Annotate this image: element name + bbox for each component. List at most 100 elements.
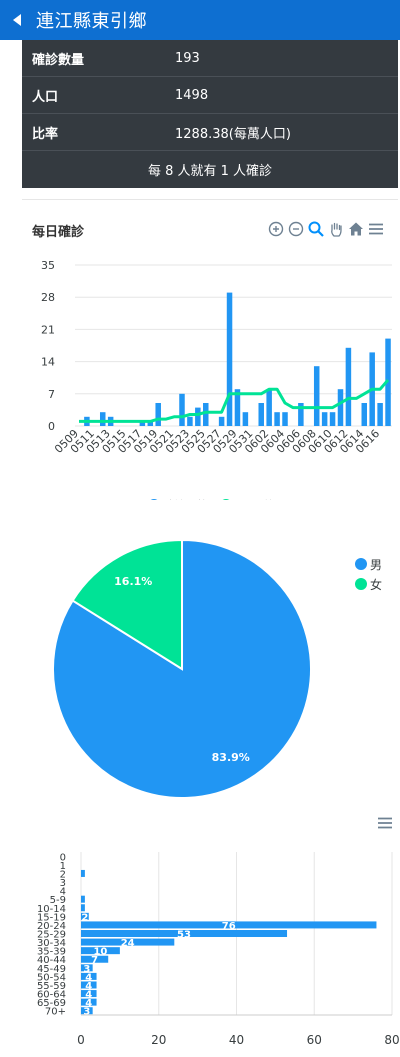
- y-tick-label: 21: [41, 323, 55, 336]
- bar-data-label: 3: [83, 964, 90, 975]
- page-title: 連江縣東引鄉: [36, 11, 147, 32]
- daily-bar[interactable]: [139, 421, 146, 426]
- daily-bar[interactable]: [99, 412, 106, 426]
- x-tick-label: 20: [151, 1033, 166, 1047]
- stat-summary: 每 8 人就有 1 人確診: [147, 164, 273, 179]
- bar-data-label: 76: [222, 921, 236, 932]
- stat-label: 人口: [32, 89, 59, 105]
- daily-bar[interactable]: [187, 416, 193, 426]
- daily-bar[interactable]: [226, 292, 233, 426]
- y-tick-label: 45-49: [37, 964, 66, 975]
- age-bar[interactable]: [81, 964, 93, 972]
- daily-bar[interactable]: [242, 412, 249, 426]
- pie-slice[interactable]: [71, 538, 183, 671]
- daily-bar[interactable]: [337, 389, 344, 426]
- y-tick-label: 0: [48, 420, 55, 433]
- legend-marker: [355, 558, 367, 570]
- daily-bar[interactable]: [313, 366, 320, 426]
- daily-bar[interactable]: [218, 416, 225, 426]
- legend-label[interactable]: 7日平均: [235, 499, 275, 500]
- age-bar[interactable]: [81, 895, 85, 903]
- age-bar[interactable]: [81, 912, 89, 920]
- y-tick-label: 30-34: [37, 938, 66, 949]
- menu-icon[interactable]: [366, 219, 386, 239]
- divider: [22, 199, 398, 200]
- age-bar[interactable]: [81, 1007, 93, 1015]
- legend-label[interactable]: 男: [370, 558, 382, 572]
- age-bar[interactable]: [81, 930, 288, 937]
- daily-bar[interactable]: [321, 412, 328, 426]
- age-bar[interactable]: [81, 998, 97, 1006]
- y-tick-label: 65-69: [37, 998, 66, 1009]
- y-tick-label: 35: [41, 259, 55, 272]
- menu-icon[interactable]: [375, 813, 395, 833]
- back-button[interactable]: [0, 0, 36, 40]
- daily-bar[interactable]: [258, 403, 264, 426]
- y-tick-label: 1: [60, 861, 66, 872]
- age-bar[interactable]: [81, 981, 97, 989]
- daily-bar[interactable]: [195, 407, 201, 426]
- y-tick-label: 55-59: [37, 981, 66, 992]
- chart-toolbar: [266, 219, 386, 239]
- y-tick-label: 4: [60, 887, 66, 898]
- daily-bar[interactable]: [361, 403, 368, 426]
- daily-bar[interactable]: [298, 403, 304, 426]
- age-bar[interactable]: [81, 972, 97, 980]
- age-bar[interactable]: [81, 947, 120, 955]
- daily-bar[interactable]: [345, 347, 352, 426]
- y-tick-label: 5-9: [50, 895, 66, 906]
- y-tick-label: 35-39: [37, 947, 66, 958]
- daily-bar[interactable]: [282, 412, 288, 426]
- y-tick-label: 2: [60, 869, 66, 880]
- app-header: 連江縣東引鄉: [0, 0, 400, 40]
- daily-bar[interactable]: [385, 338, 391, 426]
- y-tick-label: 60-64: [37, 990, 66, 1001]
- age-bar[interactable]: [81, 955, 109, 963]
- zoom-out-icon[interactable]: [286, 219, 306, 239]
- daily-bar[interactable]: [274, 412, 280, 426]
- daily-bar[interactable]: [377, 403, 383, 426]
- y-tick-label: 28: [41, 291, 55, 304]
- x-tick-label: 0: [77, 1033, 85, 1047]
- pan-hand-icon[interactable]: [326, 219, 346, 239]
- legend-label[interactable]: 女: [370, 577, 382, 592]
- stat-value: 1498: [175, 87, 209, 103]
- stat-value: 193: [175, 50, 200, 66]
- stats-table: 確診數量 193 人口 1498 比率 1288.38(每萬人口) 每 8 人就…: [22, 40, 398, 188]
- bar-data-label: 4: [85, 990, 92, 1001]
- back-arrow-icon: [13, 14, 23, 26]
- age-bar[interactable]: [81, 938, 175, 946]
- daily-bar[interactable]: [179, 393, 185, 426]
- daily-bar[interactable]: [147, 421, 154, 426]
- age-bar[interactable]: [81, 869, 85, 877]
- age-bar[interactable]: [81, 904, 85, 912]
- stat-label: 確診數量: [32, 52, 85, 68]
- age-bar[interactable]: [81, 990, 97, 998]
- y-tick-label: 14: [41, 356, 55, 369]
- daily-bar[interactable]: [155, 403, 161, 426]
- daily-bar[interactable]: [203, 403, 209, 426]
- seven-day-average-line: [79, 379, 390, 423]
- daily-bar[interactable]: [234, 389, 241, 426]
- zoom-in-icon[interactable]: [266, 219, 286, 239]
- pie-slice-label: 16.1%: [114, 575, 152, 588]
- bar-data-label: 24: [121, 938, 135, 949]
- bar-data-label: 2: [81, 912, 88, 923]
- magnifier-icon[interactable]: [306, 219, 326, 239]
- bar-data-label: 4: [85, 972, 92, 983]
- y-tick-label: 7: [48, 388, 55, 401]
- x-tick-label: 80: [384, 1033, 399, 1047]
- legend-label[interactable]: 確診人數: [163, 498, 207, 500]
- bar-data-label: 4: [85, 981, 92, 992]
- daily-bar[interactable]: [329, 412, 336, 426]
- daily-bar[interactable]: [266, 389, 272, 426]
- bar-data-label: 7: [91, 955, 98, 966]
- stat-row-ratio: 比率 1288.38(每萬人口): [22, 114, 398, 151]
- age-bar[interactable]: [81, 921, 377, 929]
- gender-pie-chart: 83.9% 16.1% 男女: [52, 538, 382, 799]
- y-tick-label: 40-44: [37, 955, 66, 966]
- y-tick-label: 3: [60, 878, 66, 889]
- home-icon[interactable]: [346, 219, 366, 239]
- bar-data-label: 4: [85, 998, 92, 1009]
